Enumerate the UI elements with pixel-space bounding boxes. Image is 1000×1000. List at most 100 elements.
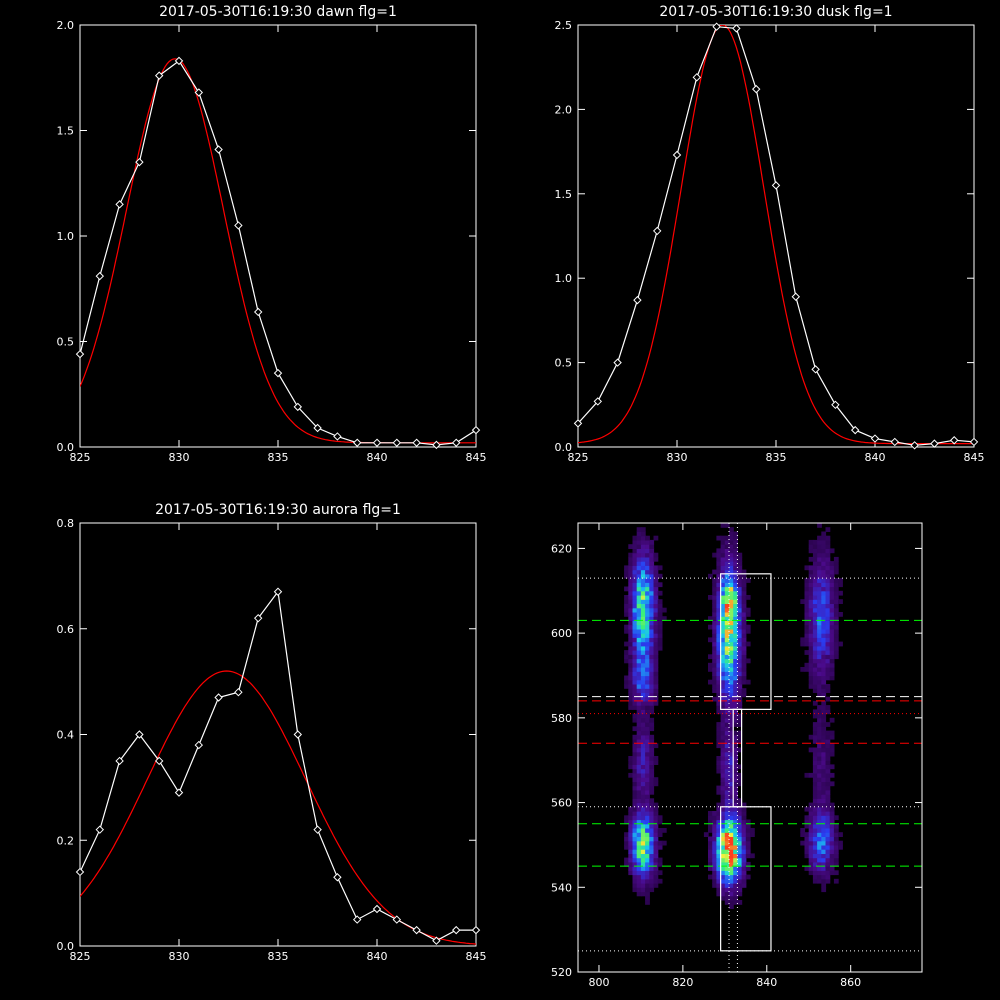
y-tick-label: 2.0: [57, 19, 75, 32]
heatmap-cell: [829, 772, 835, 778]
heatmap-cell: [708, 819, 713, 825]
heatmap-cell: [733, 772, 738, 778]
heatmap-cell: [817, 688, 822, 693]
heatmap-cell: [653, 866, 659, 871]
heatmap-cell: [649, 650, 655, 655]
heatmap-cell: [645, 891, 650, 897]
heatmap-cell: [640, 823, 646, 829]
heatmap-cell: [708, 849, 713, 854]
heatmap-cell: [821, 705, 827, 710]
heatmap-cell: [825, 806, 831, 812]
heatmap-cell: [645, 798, 650, 804]
y-tick-label: 620: [551, 542, 572, 555]
heatmap-cell: [632, 684, 638, 689]
heatmap-cell: [804, 582, 810, 588]
heatmap-cell: [632, 878, 638, 884]
heatmap-cell: [817, 717, 822, 723]
heatmap-cell: [821, 675, 827, 681]
heatmap-cell: [712, 662, 717, 668]
heatmap-cell: [808, 548, 814, 554]
heatmap-cell: [737, 595, 743, 600]
heatmap-cell: [720, 743, 726, 749]
heatmap-cell: [628, 823, 634, 829]
heatmap-cell: [821, 866, 827, 871]
heatmap-cell: [657, 603, 663, 609]
heatmap-cell: [628, 772, 634, 778]
heatmap-cell: [825, 866, 831, 871]
heatmap-cell: [653, 671, 659, 677]
heatmap-cell: [833, 612, 839, 617]
heatmap-cell: [645, 569, 650, 575]
heatmap-cell: [741, 802, 747, 808]
heatmap-cell: [817, 616, 822, 621]
heatmap-cell: [804, 590, 810, 596]
heatmap-cell: [716, 624, 722, 630]
data-point: [613, 358, 622, 367]
heatmap-cell: [745, 853, 751, 859]
heatmap-cell: [729, 739, 734, 744]
heatmap-cell: [729, 612, 734, 617]
heatmap-cell: [632, 768, 638, 774]
heatmap-cell: [825, 764, 831, 770]
heatmap-cell: [720, 671, 726, 677]
heatmap-cell: [838, 582, 843, 588]
heatmap-cell: [733, 620, 738, 626]
heatmap-cell: [724, 768, 730, 774]
heatmap-cell: [653, 844, 659, 850]
heatmap-cell: [812, 700, 818, 706]
heatmap-cell: [745, 624, 751, 630]
heatmap-cell: [653, 743, 659, 749]
heatmap-cell: [737, 700, 743, 706]
heatmap-cell: [720, 700, 726, 706]
heatmap-cell: [821, 874, 827, 880]
heatmap-cell: [649, 815, 655, 821]
heatmap-cell: [640, 616, 646, 621]
heatmap-cell: [624, 844, 629, 850]
heatmap-cell: [812, 861, 818, 867]
heatmap-cell: [825, 586, 831, 592]
heatmap-cell: [649, 866, 655, 871]
heatmap-cell: [649, 696, 655, 702]
heatmap-cell: [716, 561, 722, 566]
heatmap-cell: [716, 654, 722, 660]
data-point: [234, 221, 243, 230]
heatmap-cell: [716, 620, 722, 626]
heatmap-cell: [632, 637, 638, 643]
heatmap-cell: [720, 739, 726, 744]
heatmap-cell: [720, 599, 726, 604]
heatmap-cell: [833, 616, 839, 621]
heatmap-cell: [632, 836, 638, 842]
heatmap-cell: [833, 861, 839, 867]
heatmap-cell: [636, 569, 642, 575]
heatmap-cell: [812, 777, 818, 782]
heatmap-cell: [821, 760, 827, 765]
data-point: [214, 145, 223, 154]
heatmap-cell: [724, 785, 730, 791]
heatmap-cell: [741, 836, 747, 842]
heatmap-cell: [632, 823, 638, 829]
heatmap-cell: [817, 650, 822, 655]
heatmap-cell: [733, 713, 738, 719]
heatmap-cell: [649, 734, 655, 740]
heatmap-cell: [829, 861, 835, 867]
heatmap-cell: [645, 595, 650, 600]
heatmap-cell: [636, 679, 642, 685]
data-point: [352, 438, 362, 447]
data-point: [949, 436, 959, 445]
heatmap-cell: [708, 828, 713, 833]
data-point: [432, 440, 441, 450]
chart-title: 2017-05-30T16:19:30 dawn flg=1: [159, 4, 397, 20]
heatmap-cell: [817, 743, 822, 749]
heatmap-cell: [741, 883, 747, 888]
heatmap-cell: [737, 802, 743, 808]
heatmap-cell: [812, 612, 818, 617]
heatmap-cell: [632, 671, 638, 677]
heatmap-cell: [741, 637, 747, 643]
heatmap-cell: [712, 688, 717, 693]
heatmap-cell: [632, 874, 638, 880]
heatmap-cell: [653, 645, 659, 651]
heatmap-cell: [632, 539, 638, 545]
heatmap-cell: [729, 734, 734, 740]
heatmap-cell: [821, 539, 827, 545]
heatmap-cell: [724, 717, 730, 723]
